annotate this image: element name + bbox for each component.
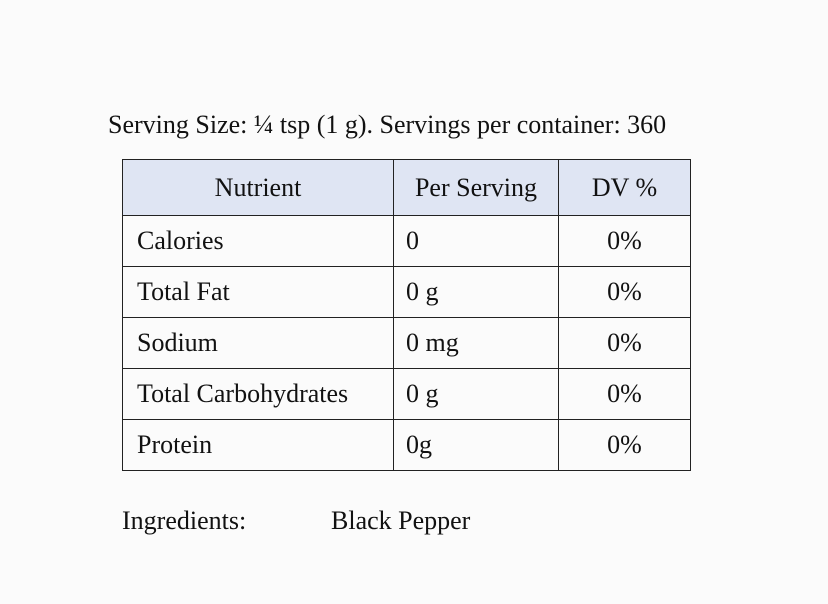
header-row: Nutrient Per Serving DV % — [122, 159, 691, 216]
table-cell: Protein — [122, 419, 394, 471]
table-cell: Calories — [122, 215, 394, 267]
table-cell: 0 mg — [393, 317, 559, 369]
table-cell: 0 — [393, 215, 559, 267]
table-cell: Total Carbohydrates — [122, 368, 394, 420]
table-cell: 0% — [558, 215, 691, 267]
header-cell: DV % — [558, 159, 691, 216]
table-cell: 0% — [558, 317, 691, 369]
table-cell: 0% — [558, 266, 691, 318]
serving-size: Serving Size: ¼ tsp (1 g). Servings per … — [108, 110, 667, 139]
ingredients-value: Black Pepper — [331, 506, 471, 535]
header-cell: Nutrient — [122, 159, 394, 216]
nutrition-table: Nutrient Per Serving DV % Calories 0 0% Total… — [122, 159, 691, 471]
header-cell: Per Serving — [393, 159, 559, 216]
table-cell: Total Fat — [122, 266, 394, 318]
table-cell: Sodium — [122, 317, 394, 369]
table-cell: 0g — [393, 419, 559, 471]
table-row: Total Fat 0 g 0% — [122, 266, 691, 318]
table-cell: 0 g — [393, 368, 559, 420]
table-cell: 0% — [558, 419, 691, 471]
table-row: Total Carbohydrates 0 g 0% — [122, 368, 691, 420]
table-row: Protein 0g 0% — [122, 419, 691, 471]
table-row: Calories 0 0% — [122, 215, 691, 267]
table-cell: 0 g — [393, 266, 559, 318]
table-cell: 0% — [558, 368, 691, 420]
table-row: Sodium 0 mg 0% — [122, 317, 691, 369]
ingredients-label: Ingredients: — [122, 506, 247, 535]
